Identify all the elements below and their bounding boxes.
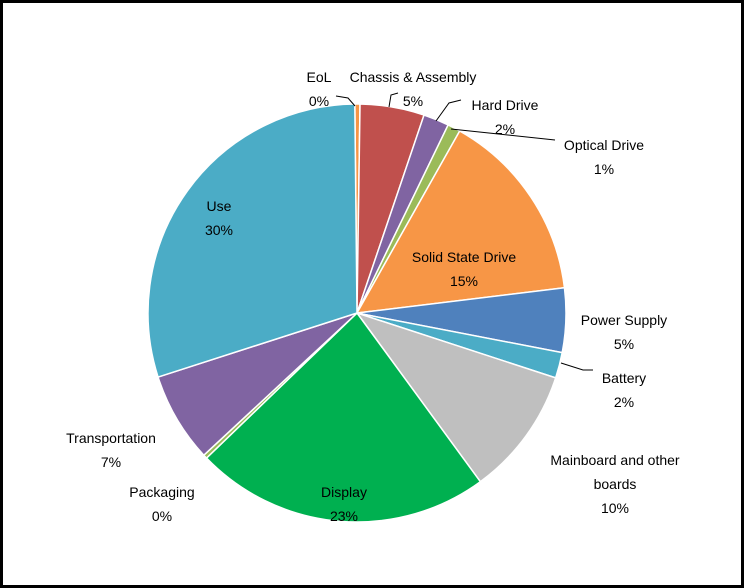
- chart: [147, 92, 593, 523]
- category-label: Solid State Drive: [411, 249, 517, 265]
- leader-line: [450, 128, 556, 141]
- leader-line: [388, 92, 399, 108]
- category-label: Display: [321, 484, 367, 500]
- leader-line: [435, 99, 462, 122]
- slice-label: Transportation 7%: [66, 426, 156, 474]
- category-label: Hard Drive: [471, 97, 539, 113]
- slice-label: Display 23%: [321, 480, 367, 528]
- value-label: 2%: [613, 394, 635, 410]
- category-label: Mainboard and other boards: [550, 452, 680, 492]
- slice-label: Use 30%: [205, 194, 233, 242]
- value-label: 5%: [402, 93, 424, 109]
- pie-slice: [355, 311, 557, 483]
- category-label: Chassis & Assembly: [349, 69, 477, 85]
- value-label: 10%: [600, 500, 630, 516]
- value-label: 30%: [204, 222, 234, 238]
- category-label: Battery: [601, 370, 647, 386]
- slice-label: Chassis & Assembly 5%: [350, 65, 477, 113]
- leader-line: [560, 362, 593, 371]
- pie-slice: [147, 103, 358, 379]
- slice-label: Power Supply 5%: [581, 308, 667, 356]
- slice-label: Battery 2%: [602, 366, 646, 414]
- category-label: Power Supply: [580, 312, 668, 328]
- slice-label: Solid State Drive 15%: [412, 245, 516, 293]
- pie: [147, 103, 567, 523]
- slice-label: Packaging 0%: [129, 480, 194, 528]
- category-label: Packaging: [129, 484, 195, 500]
- slice-label: Mainboard and other boards 10%: [528, 448, 703, 520]
- category-label: Transportation: [66, 430, 156, 446]
- value-label: 7%: [100, 454, 122, 470]
- slice-label: EoL 0%: [307, 65, 332, 113]
- value-label: 23%: [329, 508, 359, 524]
- category-label: Use: [206, 198, 232, 214]
- pie-slice: [205, 311, 482, 523]
- value-label: 0%: [151, 508, 173, 524]
- slice-label: Optical Drive 1%: [564, 133, 644, 181]
- leader-line: [335, 95, 356, 107]
- value-label: 1%: [593, 161, 615, 177]
- slice-label: Hard Drive 2%: [472, 93, 539, 141]
- category-label: Optical Drive: [563, 137, 645, 153]
- value-label: 5%: [613, 336, 635, 352]
- pie-slice: [355, 129, 566, 314]
- leader-lines: [335, 92, 593, 371]
- value-label: 15%: [449, 273, 479, 289]
- value-label: 0%: [308, 93, 330, 109]
- value-label: 2%: [494, 121, 516, 137]
- category-label: EoL: [306, 69, 332, 85]
